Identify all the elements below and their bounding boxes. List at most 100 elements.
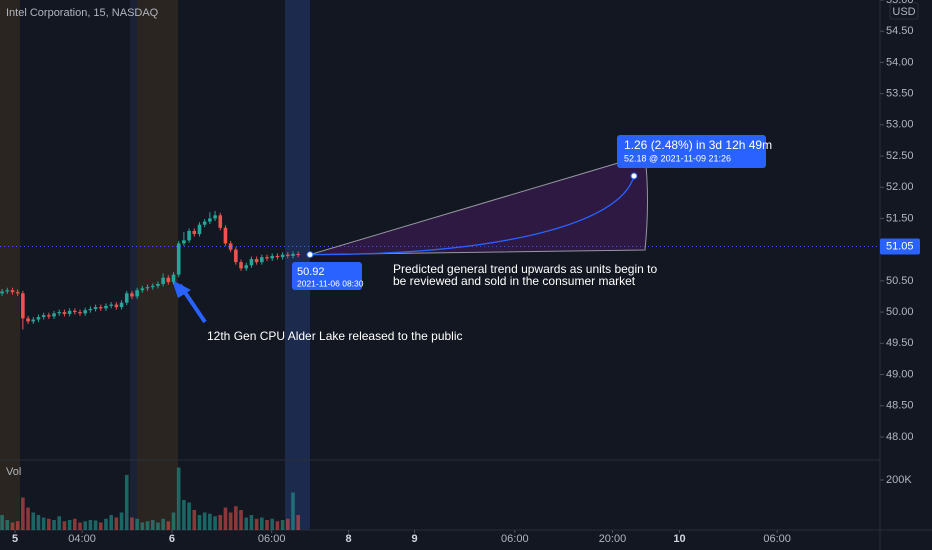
candle-body [57,312,62,314]
prediction-curve [309,175,635,256]
candle-body [234,249,238,263]
volume-bar [249,515,254,530]
y-tick-label: 55.00 [886,0,914,6]
currency: USD [892,6,915,18]
candle-body [166,277,171,283]
volume-bar [234,506,238,530]
last-price-label: 51.05 [886,240,914,252]
start-value: 50.92 [297,266,325,278]
volume-bar [228,512,233,530]
volume-bar [265,520,269,530]
candle-body [213,215,217,219]
candle-body [254,259,259,263]
volume-bar [5,520,10,530]
volume-bar [280,520,285,530]
candle-body [109,304,113,306]
annotation-arrowhead [172,280,191,298]
session-shade [137,0,178,530]
volume-bar [104,518,108,530]
volume-bar [270,518,275,530]
x-tick-label: 6 [169,533,175,545]
candle-body [202,221,207,225]
candle-body [36,317,41,320]
candle-body [5,290,10,292]
candle-body [280,254,285,258]
candle-body [62,312,67,314]
candle-body [145,287,150,289]
volume-bar [88,520,93,530]
candle-body [270,255,275,259]
volume-bar [41,517,46,530]
annotation: 12th Gen CPU Alder Lake released to the … [207,329,463,343]
candle-body [0,291,4,294]
volume-bar [192,510,197,530]
candle-body [239,262,243,269]
volume-bar [78,522,82,530]
volume-bar [52,520,56,530]
volume-bar [31,512,36,530]
volume-bar [218,515,223,530]
y-tick-label: 50.00 [886,306,914,318]
annotation: be reviewed and sold in the consumer mar… [393,274,636,288]
volume-bar [208,513,212,530]
candle-body [124,293,129,303]
candle-body [161,277,165,284]
y-tick-label: 51.50 [886,212,914,224]
last-price-badge [880,238,920,255]
y-tick-label: 50.50 [886,275,914,287]
candle-body [83,310,87,314]
volume-bar [83,521,87,530]
volume-bar [291,492,295,530]
volume-bar [145,521,150,530]
volume-bar [213,516,217,530]
y-tick-label: 49.00 [886,368,914,380]
y-tick-label: 48.50 [886,400,914,412]
volume-bar [296,515,300,530]
volume-bar [73,518,77,530]
y-tick-label: 54.50 [886,25,914,37]
prediction-wedge [309,154,648,256]
session-shade [130,0,137,530]
candle-body [47,315,51,317]
volume-bar [15,521,20,530]
candle-body [21,293,25,319]
volume-bar [57,516,62,530]
candle-body [197,224,202,235]
candle-body [171,274,176,283]
candle-body [291,254,295,256]
volume-bar [176,467,181,530]
volume-bar [275,521,280,530]
y-tick-label: 53.00 [886,119,914,131]
x-tick-label: 10 [673,533,685,545]
volume-bar [119,512,124,530]
x-tick-label: 5 [12,533,18,545]
candle-body [156,283,160,286]
prediction-box [617,135,766,168]
candle-body [73,310,77,313]
candle-body [135,290,139,297]
candle-body [104,305,108,309]
volume-bar [114,517,119,530]
candle-body [187,230,191,241]
candle-body [296,254,300,256]
candle-body [26,318,30,322]
volume-bar [239,510,243,530]
candle-body [285,254,290,256]
x-tick-label: 06:00 [501,533,529,545]
volume-bar [36,515,41,530]
prediction-start [306,251,314,259]
y-tick-label: 54.00 [886,56,914,68]
volume-bar [93,520,98,530]
volume-bar [67,520,72,530]
candle-body [88,308,93,311]
volume-bar [187,502,191,530]
volume-bar [156,522,160,530]
volume-tick-label: 200K [886,474,912,486]
x-tick-label: 06:00 [258,533,286,545]
volume-bar [260,517,264,530]
candle-body [192,230,197,235]
prediction-target [630,172,638,180]
y-tick-label: 52.50 [886,150,914,162]
x-tick-label: 8 [346,533,352,545]
